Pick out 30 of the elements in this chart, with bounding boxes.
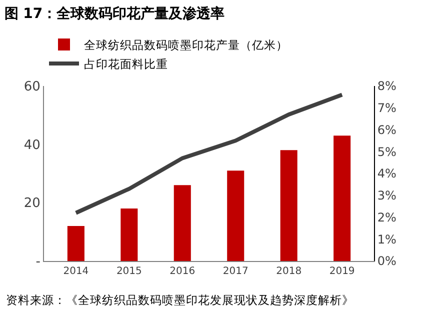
bar	[280, 150, 298, 261]
bar	[334, 136, 351, 261]
y-tick-label: -	[36, 254, 41, 270]
y2-tick-label: 6%	[377, 122, 396, 137]
legend-label: 占印花面料比重	[84, 56, 168, 71]
legend-label: 全球纺织品数码喷墨印花产量（亿米）	[84, 38, 288, 52]
x-tick-label: 2014	[63, 266, 89, 277]
chart-title: 图 17：全球数码印花产量及渗透率	[4, 4, 225, 22]
text: 资料来源：《全球纺织品数码喷墨印花发展现状及趋势深度解析》	[6, 293, 354, 307]
bar	[174, 185, 191, 261]
x-tick-label: 2016	[170, 266, 196, 277]
y2-tick-label: 7%	[377, 101, 396, 116]
bar	[67, 226, 84, 261]
bar	[120, 208, 138, 261]
y2-tick-label: 3%	[377, 188, 396, 203]
y2-tick-label: 2%	[377, 210, 396, 224]
y-tick-label: 60	[24, 80, 40, 95]
line-series	[74, 92, 344, 215]
x-tick-label: 2015	[116, 266, 142, 277]
y2-tick-label: 5%	[377, 144, 396, 159]
y-tick-label: 20	[24, 196, 40, 212]
x-tick-label: 2018	[276, 266, 302, 277]
y-tick-label: 40	[24, 138, 40, 153]
y2-tick-label: 4%	[377, 166, 396, 181]
bar	[227, 170, 244, 261]
x-tick-label: 2019	[329, 266, 355, 277]
y2-tick-label: 1%	[377, 232, 396, 246]
y2-tick-label: 8%	[377, 79, 396, 94]
y2-tick-label: 0%	[377, 254, 396, 268]
x-tick-label: 2017	[222, 266, 248, 277]
